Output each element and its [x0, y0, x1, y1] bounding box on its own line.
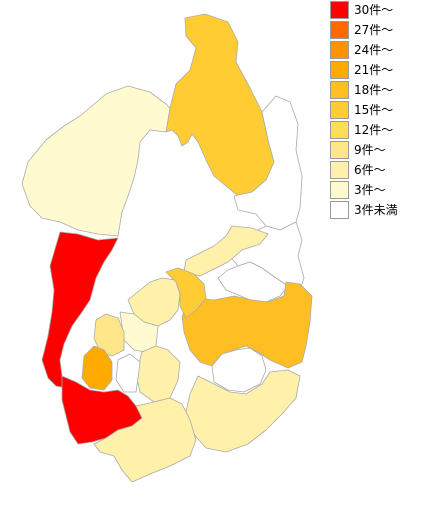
legend-item: 27件～	[330, 20, 430, 40]
legend-swatch	[330, 101, 349, 119]
legend-swatch	[330, 121, 349, 139]
legend-swatch	[330, 41, 349, 59]
legend-item: 9件～	[330, 140, 430, 160]
legend-swatch	[330, 201, 349, 219]
legend-item: 30件～	[330, 0, 430, 20]
legend-item: 3件～	[330, 180, 430, 200]
legend-swatch	[330, 161, 349, 179]
legend-item: 21件～	[330, 60, 430, 80]
legend-label: 3件～	[354, 183, 386, 197]
region-east-central[interactable]	[181, 281, 313, 369]
legend-swatch	[330, 81, 349, 99]
legend-label: 24件～	[354, 43, 394, 57]
legend-label: 18件～	[354, 83, 394, 97]
legend-label: 21件～	[354, 63, 394, 77]
legend-label: 6件～	[354, 163, 386, 177]
legend-item: 12件～	[330, 120, 430, 140]
legend-label: 3件未満	[354, 203, 398, 217]
legend-item: 6件～	[330, 160, 430, 180]
legend-swatch	[330, 21, 349, 39]
legend-item: 18件～	[330, 80, 430, 100]
region-west[interactable]	[41, 231, 119, 389]
region-mid-east-band[interactable]	[183, 225, 269, 277]
legend-swatch	[330, 141, 349, 159]
region-north-west[interactable]	[21, 85, 171, 237]
region-north-east[interactable]	[165, 13, 275, 197]
legend-swatch	[330, 181, 349, 199]
legend-swatch	[330, 61, 349, 79]
region-south-inner-b[interactable]	[115, 353, 141, 393]
legend-label: 30件～	[354, 3, 394, 17]
legend-swatch	[330, 1, 349, 19]
legend-item: 24件～	[330, 40, 430, 60]
legend-label: 9件～	[354, 143, 386, 157]
region-small-west[interactable]	[81, 345, 113, 391]
legend-item: 15件～	[330, 100, 430, 120]
legend-label: 27件～	[354, 23, 394, 37]
region-east-inner[interactable]	[211, 347, 267, 393]
region-small-center[interactable]	[93, 313, 125, 357]
region-south-inner-a[interactable]	[135, 345, 181, 403]
legend: 30件～ 27件～ 24件～ 21件～ 18件～ 15件～ 12件～ 9件～ 6件～ 3件～ 3件未…	[330, 0, 430, 220]
legend-item: 3件未満	[330, 200, 430, 220]
legend-label: 12件～	[354, 123, 394, 137]
region-central-b[interactable]	[165, 267, 207, 319]
region-south-big[interactable]	[93, 397, 197, 483]
legend-label: 15件～	[354, 103, 394, 117]
